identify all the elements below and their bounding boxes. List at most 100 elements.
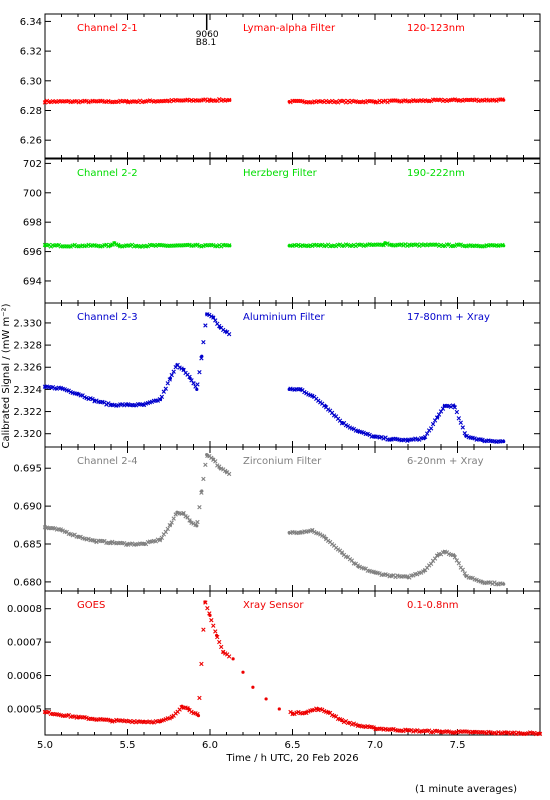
data-marker	[452, 405, 458, 410]
data-marker	[195, 519, 200, 525]
data-marker	[500, 581, 505, 586]
data-marker	[460, 567, 465, 572]
data-marker	[181, 367, 186, 373]
data-marker	[203, 323, 208, 328]
y-tick-label: 694	[23, 276, 42, 287]
data-marker	[432, 418, 438, 423]
data-marker	[434, 415, 440, 420]
data-marker	[159, 535, 165, 541]
data-marker	[349, 558, 355, 563]
y-tick-label: 0.0006	[7, 671, 42, 682]
data-marker	[211, 315, 216, 320]
data-marker	[226, 243, 232, 248]
data-marker	[171, 516, 176, 521]
x-tick-label: 7.0	[367, 740, 383, 751]
data-marker	[211, 623, 216, 628]
panel-channel-label: Channel 2-3	[77, 312, 138, 323]
panel-frame	[44, 13, 541, 159]
data-marker	[213, 459, 218, 464]
data-marker	[432, 556, 438, 561]
data-marker	[169, 372, 174, 378]
data-marker	[199, 490, 204, 495]
data-marker	[161, 389, 166, 394]
data-marker	[197, 369, 202, 375]
footnote: (1 minute averages)	[415, 784, 517, 795]
data-marker	[165, 526, 170, 532]
data-marker	[167, 99, 172, 104]
data-marker	[209, 617, 214, 623]
y-tick-label: 0.0007	[7, 638, 42, 649]
data-marker	[537, 731, 543, 737]
data-marker	[452, 555, 458, 560]
data-marker	[424, 431, 430, 436]
y-tick-label: 0.690	[13, 502, 42, 513]
panel-filter-label: Herzberg Filter	[243, 168, 318, 179]
data-marker	[163, 386, 168, 391]
data-marker	[163, 529, 168, 535]
data-marker	[187, 374, 192, 380]
data-point	[251, 685, 255, 689]
data-point	[264, 697, 268, 701]
data-marker	[189, 378, 194, 383]
data-marker	[428, 426, 434, 431]
data-marker	[217, 242, 222, 248]
y-tick-label: 0.0005	[7, 704, 42, 715]
data-marker	[171, 369, 176, 374]
y-tick-label: 700	[23, 188, 42, 199]
data-marker	[500, 97, 505, 102]
data-marker	[181, 510, 186, 516]
data-marker	[167, 377, 172, 382]
y-tick-label: 2.324	[13, 385, 42, 396]
data-marker	[197, 504, 202, 510]
data-marker	[205, 605, 210, 611]
y-tick-label: 2.320	[13, 429, 42, 440]
data-marker	[52, 526, 58, 531]
y-tick-label: 6.28	[20, 106, 42, 117]
data-marker	[458, 420, 463, 425]
data-marker	[226, 654, 232, 659]
data-marker	[456, 416, 462, 421]
y-tick-label: 0.685	[13, 540, 42, 551]
data-marker	[500, 242, 505, 248]
data-point	[231, 657, 235, 661]
data-marker	[191, 381, 196, 386]
panel-filter-label: Zirconium Filter	[243, 456, 322, 467]
y-tick-label: 698	[23, 218, 42, 229]
data-marker	[169, 520, 174, 525]
y-tick-label: 6.34	[20, 17, 42, 28]
data-marker	[193, 522, 198, 528]
data-marker	[440, 406, 446, 411]
data-marker	[201, 476, 206, 482]
panel-filter-label: Xray Sensor	[243, 600, 304, 611]
data-marker	[203, 462, 208, 467]
data-marker	[422, 434, 428, 440]
panel-channel-label: Channel 2-1	[77, 23, 138, 34]
data-marker	[430, 421, 436, 427]
x-tick-label: 6.0	[202, 740, 218, 751]
data-marker	[185, 515, 190, 520]
data-marker	[226, 97, 232, 103]
data-marker	[226, 331, 232, 337]
data-marker	[199, 661, 204, 667]
panel-channel-label: Channel 2-2	[77, 168, 138, 179]
x-tick-label: 7.5	[450, 740, 466, 751]
y-tick-label: 696	[23, 247, 42, 258]
data-marker	[203, 600, 208, 605]
data-marker	[500, 438, 505, 444]
y-axis-label: Calibrated Signal / (mW m⁻²)	[1, 303, 12, 448]
data-point	[241, 670, 245, 674]
data-marker	[215, 634, 220, 640]
y-tick-label: 0.680	[13, 577, 42, 588]
data-marker	[199, 356, 204, 361]
y-tick-label: 6.30	[20, 76, 42, 87]
y-tick-label: 702	[23, 159, 42, 170]
data-point	[277, 707, 281, 711]
data-marker	[195, 711, 200, 717]
data-marker	[226, 471, 232, 477]
panel-band-label: 6-20nm + Xray	[407, 456, 484, 467]
data-marker	[197, 695, 202, 701]
data-marker	[217, 639, 222, 645]
data-marker	[219, 644, 224, 650]
data-marker	[207, 611, 212, 616]
